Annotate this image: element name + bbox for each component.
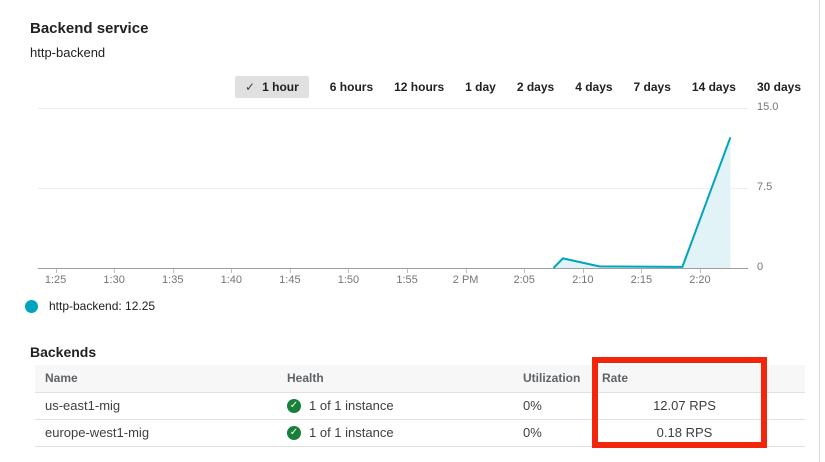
table-header-row: Name Health Utilization Rate bbox=[35, 365, 805, 392]
page-title: Backend service bbox=[30, 20, 149, 38]
x-tick-mark bbox=[55, 269, 57, 273]
utilization-value: 0% bbox=[513, 418, 592, 447]
y-tick-label: 15.0 bbox=[757, 101, 779, 113]
backend-name: europe-west1-mig bbox=[35, 418, 277, 447]
time-range-4-days[interactable]: 4 days bbox=[575, 80, 613, 94]
requests-per-second-chart[interactable]: 15.0 7.5 0 1:25 1:30 1:35 1:40 1:45 1:50 1:55 2 P… bbox=[38, 101, 778, 286]
time-range-2-days[interactable]: 2 days bbox=[516, 80, 555, 94]
time-range-6-hours[interactable]: 6 hours bbox=[329, 80, 374, 94]
x-tick-label: 1:55 bbox=[396, 274, 418, 286]
chart-x-axis: 1:25 1:30 1:35 1:40 1:45 1:50 1:55 2 PM 2:05 2:10… bbox=[38, 268, 748, 288]
column-header-health: Health bbox=[277, 365, 513, 392]
x-tick-mark bbox=[231, 269, 233, 273]
x-tick-mark bbox=[114, 269, 116, 273]
utilization-value: 0% bbox=[513, 391, 592, 419]
check-icon: ✓ bbox=[245, 80, 256, 94]
backend-name: us-east1-mig bbox=[35, 391, 277, 419]
chart-series-area bbox=[552, 136, 732, 269]
x-tick-mark bbox=[172, 269, 174, 273]
column-header-rate: Rate bbox=[592, 365, 767, 392]
rate-value: 12.07 RPS bbox=[592, 391, 767, 419]
x-tick-mark bbox=[407, 269, 409, 273]
x-tick-label: 2 PM bbox=[452, 274, 479, 286]
health-status: ✓ 1 of 1 instance bbox=[287, 398, 513, 413]
gridline bbox=[38, 188, 748, 189]
x-tick-label: 1:45 bbox=[279, 274, 301, 286]
health-text: 1 of 1 instance bbox=[309, 425, 394, 440]
time-range-7-days[interactable]: 7 days bbox=[633, 80, 671, 94]
x-tick-mark bbox=[699, 269, 701, 273]
gridline bbox=[38, 108, 748, 109]
table-row: us-east1-mig ✓ 1 of 1 instance 0% 12.07 … bbox=[35, 391, 805, 419]
backend-service-name: http-backend bbox=[30, 45, 106, 60]
x-tick-mark bbox=[289, 269, 291, 273]
backends-table: Name Health Utilization Rate us-east1-mi… bbox=[35, 365, 805, 447]
x-tick-mark bbox=[641, 269, 643, 273]
time-range-14-days[interactable]: 14 days bbox=[691, 80, 736, 94]
health-text: 1 of 1 instance bbox=[309, 398, 394, 413]
time-range-12-hours[interactable]: 12 hours bbox=[394, 80, 445, 94]
x-tick-mark bbox=[582, 269, 584, 273]
x-tick-label: 1:25 bbox=[44, 274, 67, 286]
time-range-30-days[interactable]: 30 days bbox=[756, 80, 801, 94]
x-axis-line bbox=[38, 268, 748, 269]
time-range-label: 1 hour bbox=[262, 80, 299, 94]
time-range-1-hour-selected[interactable]: ✓ 1 hour bbox=[235, 76, 309, 98]
time-range-selector: ✓ 1 hour 6 hours 12 hours 1 day 2 days 4… bbox=[235, 76, 801, 98]
healthy-check-icon: ✓ bbox=[287, 398, 301, 413]
backends-heading: Backends bbox=[30, 343, 97, 360]
x-tick-label: 2:20 bbox=[689, 274, 711, 286]
time-range-1-day[interactable]: 1 day bbox=[465, 80, 496, 94]
y-tick-label: 0 bbox=[757, 261, 764, 273]
table-row: europe-west1-mig ✓ 1 of 1 instance 0% 0.… bbox=[35, 418, 805, 447]
x-tick-label: 1:40 bbox=[220, 274, 243, 286]
y-tick-label: 7.5 bbox=[757, 181, 773, 193]
x-tick-label: 1:30 bbox=[103, 274, 125, 286]
page-right-divider bbox=[819, 0, 820, 462]
x-tick-label: 1:50 bbox=[337, 274, 360, 286]
x-tick-mark bbox=[348, 269, 350, 273]
x-tick-mark bbox=[465, 269, 467, 273]
x-tick-label: 2:05 bbox=[513, 274, 535, 286]
health-status: ✓ 1 of 1 instance bbox=[287, 425, 513, 440]
column-header-utilization: Utilization bbox=[513, 365, 592, 392]
legend-series-dot-icon bbox=[25, 299, 38, 313]
x-tick-label: 2:15 bbox=[630, 274, 653, 286]
healthy-check-icon: ✓ bbox=[287, 425, 301, 440]
x-tick-mark bbox=[524, 269, 526, 273]
x-tick-label: 1:35 bbox=[162, 274, 184, 286]
legend-text: http-backend: 12.25 bbox=[49, 299, 156, 313]
x-tick-label: 2:10 bbox=[572, 274, 594, 286]
column-header-filler bbox=[767, 365, 805, 392]
column-header-name: Name bbox=[35, 365, 277, 392]
chart-legend-http-backend[interactable]: http-backend: 12.25 bbox=[25, 299, 155, 313]
rate-value: 0.18 RPS bbox=[592, 418, 767, 447]
